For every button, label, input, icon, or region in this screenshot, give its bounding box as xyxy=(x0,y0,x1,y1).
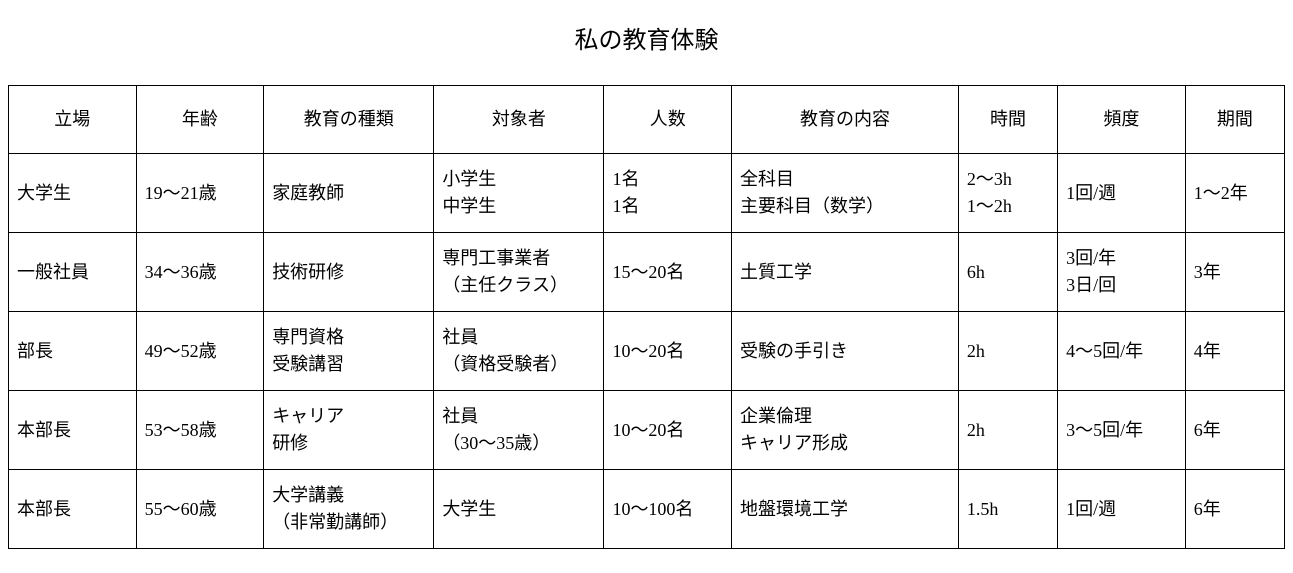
table-row: 部長 49～52歳 専門資格 受験講習 社員 （資格受験者） 10～20名 受験… xyxy=(9,312,1285,391)
cell-period: 6年 xyxy=(1185,470,1284,549)
cell-period: 4年 xyxy=(1185,312,1284,391)
page-container: 私の教育体験 立場 年齢 教育の種類 対象者 人数 教育の内容 時間 頻度 期 xyxy=(0,20,1293,549)
cell-content: 土質工学 xyxy=(732,233,959,312)
col-header-target: 対象者 xyxy=(434,86,604,154)
cell-position: 大学生 xyxy=(9,154,137,233)
cell-type: 専門資格 受験講習 xyxy=(264,312,434,391)
cell-type: 技術研修 xyxy=(264,233,434,312)
cell-freq: 1回/週 xyxy=(1058,154,1186,233)
cell-hours: 2～3h 1～2h xyxy=(958,154,1057,233)
cell-count: 10～20名 xyxy=(604,391,732,470)
table-header-row: 立場 年齢 教育の種類 対象者 人数 教育の内容 時間 頻度 期間 xyxy=(9,86,1285,154)
cell-hours: 6h xyxy=(958,233,1057,312)
cell-count: 1名 1名 xyxy=(604,154,732,233)
cell-freq: 4～5回/年 xyxy=(1058,312,1186,391)
cell-hours: 2h xyxy=(958,391,1057,470)
cell-count: 15～20名 xyxy=(604,233,732,312)
col-header-count: 人数 xyxy=(604,86,732,154)
cell-content: 企業倫理 キャリア形成 xyxy=(732,391,959,470)
cell-age: 55～60歳 xyxy=(136,470,264,549)
table-row: 本部長 55～60歳 大学講義 （非常勤講師） 大学生 10～100名 地盤環境… xyxy=(9,470,1285,549)
table-row: 本部長 53～58歳 キャリア 研修 社員 （30～35歳） 10～20名 企業… xyxy=(9,391,1285,470)
col-header-freq: 頻度 xyxy=(1058,86,1186,154)
cell-hours: 1.5h xyxy=(958,470,1057,549)
cell-position: 本部長 xyxy=(9,391,137,470)
cell-period: 3年 xyxy=(1185,233,1284,312)
cell-age: 49～52歳 xyxy=(136,312,264,391)
cell-age: 19～21歳 xyxy=(136,154,264,233)
cell-age: 53～58歳 xyxy=(136,391,264,470)
cell-position: 本部長 xyxy=(9,470,137,549)
table-row: 大学生 19～21歳 家庭教師 小学生 中学生 1名 1名 全科目 主要科目（数… xyxy=(9,154,1285,233)
cell-content: 受験の手引き xyxy=(732,312,959,391)
page-title: 私の教育体験 xyxy=(8,20,1285,55)
cell-target: 社員 （資格受験者） xyxy=(434,312,604,391)
cell-content: 地盤環境工学 xyxy=(732,470,959,549)
col-header-type: 教育の種類 xyxy=(264,86,434,154)
cell-hours: 2h xyxy=(958,312,1057,391)
cell-position: 部長 xyxy=(9,312,137,391)
table-body: 大学生 19～21歳 家庭教師 小学生 中学生 1名 1名 全科目 主要科目（数… xyxy=(9,154,1285,549)
cell-freq: 3回/年 3日/回 xyxy=(1058,233,1186,312)
cell-type: 家庭教師 xyxy=(264,154,434,233)
cell-type: キャリア 研修 xyxy=(264,391,434,470)
cell-freq: 3～5回/年 xyxy=(1058,391,1186,470)
cell-content: 全科目 主要科目（数学） xyxy=(732,154,959,233)
cell-target: 専門工事業者 （主任クラス） xyxy=(434,233,604,312)
cell-position: 一般社員 xyxy=(9,233,137,312)
cell-count: 10～100名 xyxy=(604,470,732,549)
col-header-position: 立場 xyxy=(9,86,137,154)
cell-target: 大学生 xyxy=(434,470,604,549)
cell-age: 34～36歳 xyxy=(136,233,264,312)
col-header-period: 期間 xyxy=(1185,86,1284,154)
education-experience-table: 立場 年齢 教育の種類 対象者 人数 教育の内容 時間 頻度 期間 大学生 19… xyxy=(8,85,1285,549)
table-row: 一般社員 34～36歳 技術研修 専門工事業者 （主任クラス） 15～20名 土… xyxy=(9,233,1285,312)
cell-type: 大学講義 （非常勤講師） xyxy=(264,470,434,549)
cell-period: 1～2年 xyxy=(1185,154,1284,233)
cell-period: 6年 xyxy=(1185,391,1284,470)
col-header-age: 年齢 xyxy=(136,86,264,154)
cell-freq: 1回/週 xyxy=(1058,470,1186,549)
cell-count: 10～20名 xyxy=(604,312,732,391)
col-header-hours: 時間 xyxy=(958,86,1057,154)
cell-target: 小学生 中学生 xyxy=(434,154,604,233)
cell-target: 社員 （30～35歳） xyxy=(434,391,604,470)
col-header-content: 教育の内容 xyxy=(732,86,959,154)
